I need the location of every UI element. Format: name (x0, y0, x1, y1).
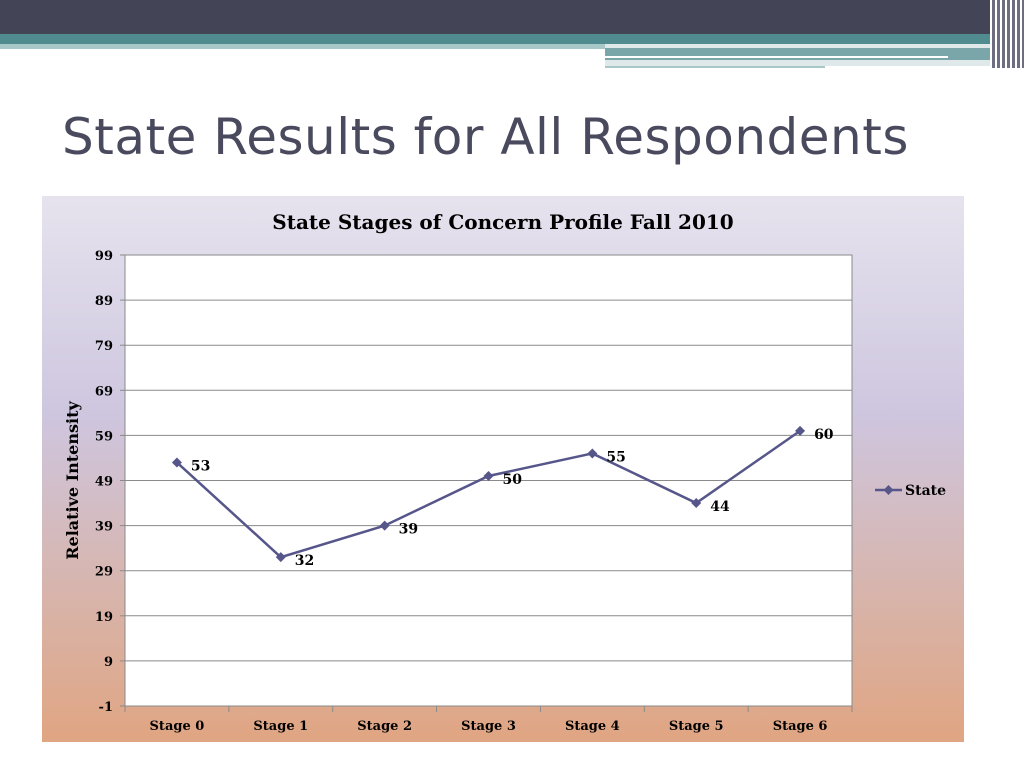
header-accent-line-lower (605, 66, 825, 68)
header-accent-line (605, 56, 948, 58)
legend: State (875, 483, 946, 499)
chart-panel: State Stages of Concern Profile Fall 201… (42, 196, 964, 742)
y-tick-label: 49 (95, 475, 113, 490)
line-chart: State Stages of Concern Profile Fall 201… (63, 210, 946, 734)
y-tick-label: 9 (104, 655, 113, 670)
y-tick-label: 29 (95, 565, 113, 580)
data-point-marker (587, 448, 598, 459)
y-tick-label: 89 (95, 294, 113, 309)
data-point-marker (379, 520, 390, 531)
axes: -1 9 19 29 39 49 59 69 79 89 99 Stage 0 Stage 1 Stage… (95, 249, 853, 734)
data-point-marker (795, 425, 806, 436)
x-tick-label: Stage 1 (253, 719, 308, 734)
legend-marker-swatch (883, 485, 894, 495)
y-tick-label: -1 (99, 700, 113, 715)
series-layer (171, 425, 806, 563)
data-point-marker (483, 470, 494, 481)
y-tick-label: 59 (95, 429, 113, 444)
data-point-marker (275, 552, 286, 563)
data-label: 32 (295, 553, 314, 569)
gridlines (125, 254, 852, 662)
x-tick-label: Stage 5 (669, 719, 724, 734)
x-tick-label: Stage 6 (773, 719, 828, 734)
header-light-band (0, 44, 605, 49)
y-axis-title: Relative Intensity (63, 401, 82, 560)
data-label: 50 (503, 472, 523, 488)
chart-title: State Stages of Concern Profile Fall 201… (272, 210, 733, 234)
data-point-marker (691, 498, 702, 509)
slide-title: State Results for All Respondents (62, 108, 909, 166)
y-tick-label: 39 (95, 520, 113, 535)
data-labels: 53 32 39 50 55 44 60 (191, 427, 834, 569)
data-label: 39 (399, 522, 418, 538)
data-label: 44 (710, 499, 730, 515)
x-tick-label: Stage 3 (461, 719, 516, 734)
data-label: 53 (191, 458, 210, 474)
header-right-accent (605, 48, 1024, 60)
data-point-marker (171, 457, 182, 468)
y-tick-label: 69 (95, 384, 113, 399)
y-tick-label: 99 (95, 249, 113, 264)
x-tick-label: Stage 0 (150, 719, 205, 734)
x-tick-label: Stage 4 (565, 719, 620, 734)
x-tick-label: Stage 2 (357, 719, 412, 734)
y-tick-label: 19 (95, 610, 113, 625)
header-teal-band (0, 34, 1024, 44)
y-tick-label: 79 (95, 339, 113, 354)
data-label: 60 (814, 427, 834, 443)
header-stripes (990, 0, 1024, 68)
legend-label: State (905, 483, 946, 499)
header-dark-bar (0, 0, 1024, 34)
data-label: 55 (606, 449, 625, 465)
